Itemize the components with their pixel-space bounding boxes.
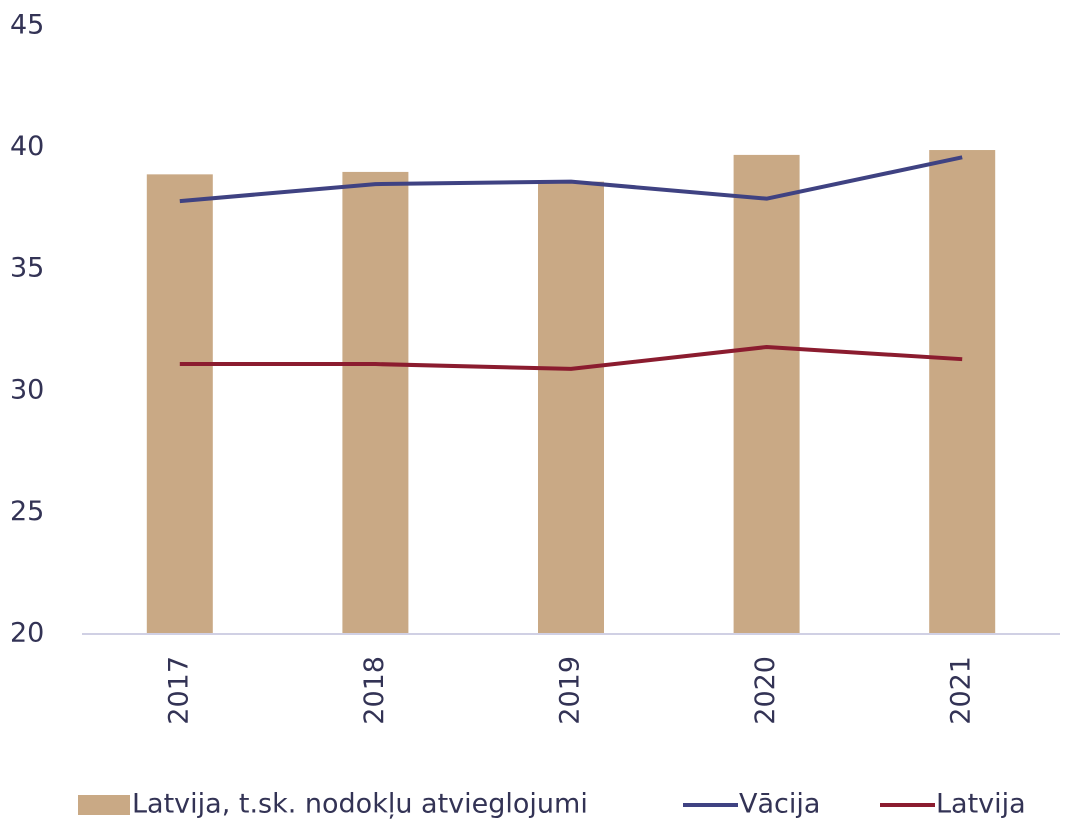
- legend-swatch: [78, 795, 130, 815]
- bar: [146, 174, 213, 635]
- y-tick-label: 25: [10, 496, 44, 527]
- y-tick-label: 30: [10, 374, 44, 405]
- x-tick-label: 2020: [750, 656, 781, 725]
- bar: [538, 181, 604, 634]
- y-tick-label: 35: [10, 253, 44, 284]
- x-tick-label: 2017: [163, 656, 194, 725]
- bar: [929, 150, 996, 635]
- legend-label: Latvija: [936, 789, 1026, 820]
- y-tick-label: 45: [10, 10, 44, 41]
- bar: [342, 171, 409, 635]
- y-tick-label: 40: [10, 131, 44, 162]
- x-tick-label: 2018: [359, 656, 390, 725]
- x-tick-label: 2019: [555, 656, 586, 725]
- legend-label: Latvija, t.sk. nodokļu atvieglojumi: [132, 789, 588, 820]
- line: [179, 155, 963, 204]
- legend-label: Vācija: [739, 789, 820, 820]
- line: [179, 345, 963, 371]
- x-tick-label: 2021: [946, 656, 977, 725]
- bar: [733, 154, 800, 634]
- y-tick-label: 20: [10, 618, 44, 649]
